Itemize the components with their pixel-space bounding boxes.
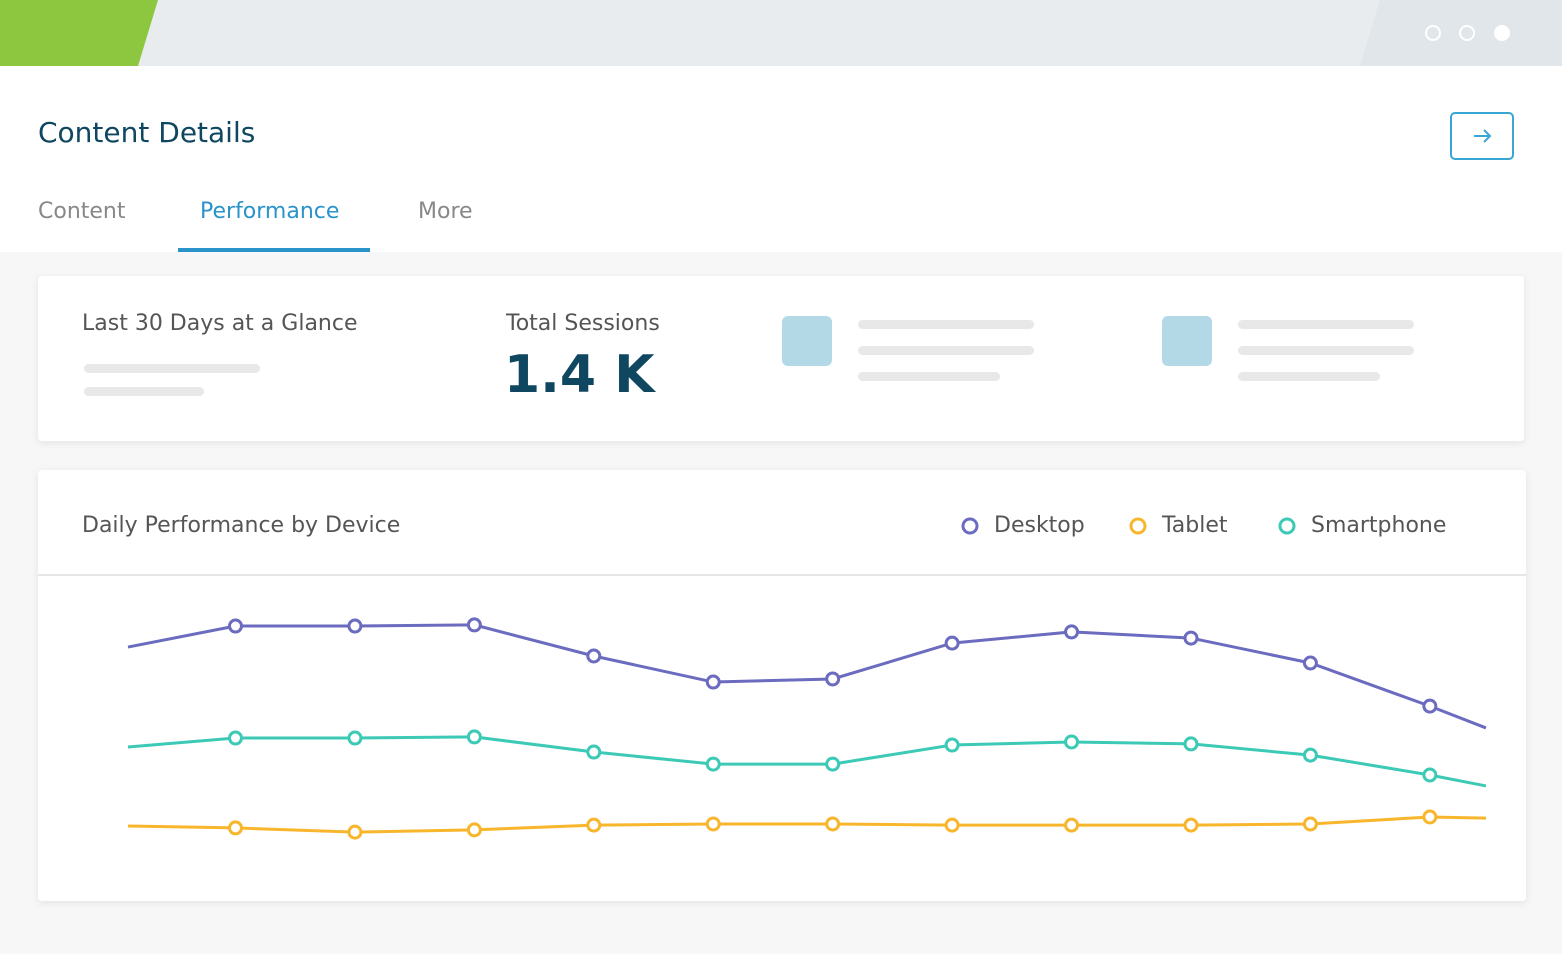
tab[interactable]: Content <box>38 199 126 224</box>
point <box>825 816 841 832</box>
placeholder <box>1238 320 1414 329</box>
legend-label: Smartphone <box>1311 513 1446 538</box>
legend-marker <box>1278 517 1296 535</box>
point <box>227 730 243 746</box>
placeholder <box>858 346 1034 355</box>
placeholder <box>84 364 260 373</box>
point <box>1183 630 1199 646</box>
chart-card <box>38 470 1526 901</box>
glance-title: Last 30 Days at a Glance <box>82 311 358 336</box>
placeholder <box>1238 372 1380 381</box>
arrow-icon <box>1474 129 1492 143</box>
tab-indicator <box>178 248 370 252</box>
metric-value: 1.4 K <box>504 345 656 405</box>
point <box>1183 817 1199 833</box>
point <box>227 820 243 836</box>
header <box>0 66 1562 252</box>
brand-accent <box>0 0 158 66</box>
point <box>586 744 602 760</box>
tab[interactable]: More <box>418 199 473 224</box>
point <box>466 617 482 633</box>
window-dot[interactable] <box>1459 25 1475 41</box>
legend-marker <box>961 517 979 535</box>
point <box>1302 816 1318 832</box>
point <box>586 817 602 833</box>
placeholder <box>858 320 1034 329</box>
metric-label: Total Sessions <box>505 311 660 336</box>
point <box>1064 817 1080 833</box>
tab[interactable]: Performance <box>200 199 339 224</box>
point <box>347 618 363 634</box>
glance-card <box>38 276 1524 441</box>
point <box>1183 736 1199 752</box>
point <box>1422 809 1438 825</box>
window-dot[interactable] <box>1494 25 1510 41</box>
point <box>1064 624 1080 640</box>
point <box>944 817 960 833</box>
chart-title: Daily Performance by Device <box>82 513 400 538</box>
point <box>1422 767 1438 783</box>
point <box>466 822 482 838</box>
point <box>944 737 960 753</box>
legend-marker <box>1129 517 1147 535</box>
placeholder <box>1238 346 1414 355</box>
point <box>586 648 602 664</box>
point <box>1302 747 1318 763</box>
placeholder-icon <box>1162 316 1212 366</box>
point <box>347 824 363 840</box>
point <box>944 635 960 651</box>
tabs: Content Performance More <box>38 199 473 252</box>
chart: Desktop Tablet Smartphone <box>127 513 1487 840</box>
top-bar <box>0 0 1562 66</box>
page-title: Content Details <box>38 116 255 149</box>
placeholder <box>858 372 1000 381</box>
point <box>825 756 841 772</box>
point <box>1422 698 1438 714</box>
placeholder <box>84 387 204 396</box>
point <box>705 756 721 772</box>
point <box>1064 734 1080 750</box>
point <box>705 674 721 690</box>
point <box>227 618 243 634</box>
point <box>825 671 841 687</box>
window-dot[interactable] <box>1425 25 1441 41</box>
point <box>347 730 363 746</box>
legend-label: Tablet <box>1161 513 1228 538</box>
placeholder-icon <box>782 316 832 366</box>
point <box>466 729 482 745</box>
point <box>1302 655 1318 671</box>
legend-label: Desktop <box>994 513 1085 538</box>
point <box>705 816 721 832</box>
